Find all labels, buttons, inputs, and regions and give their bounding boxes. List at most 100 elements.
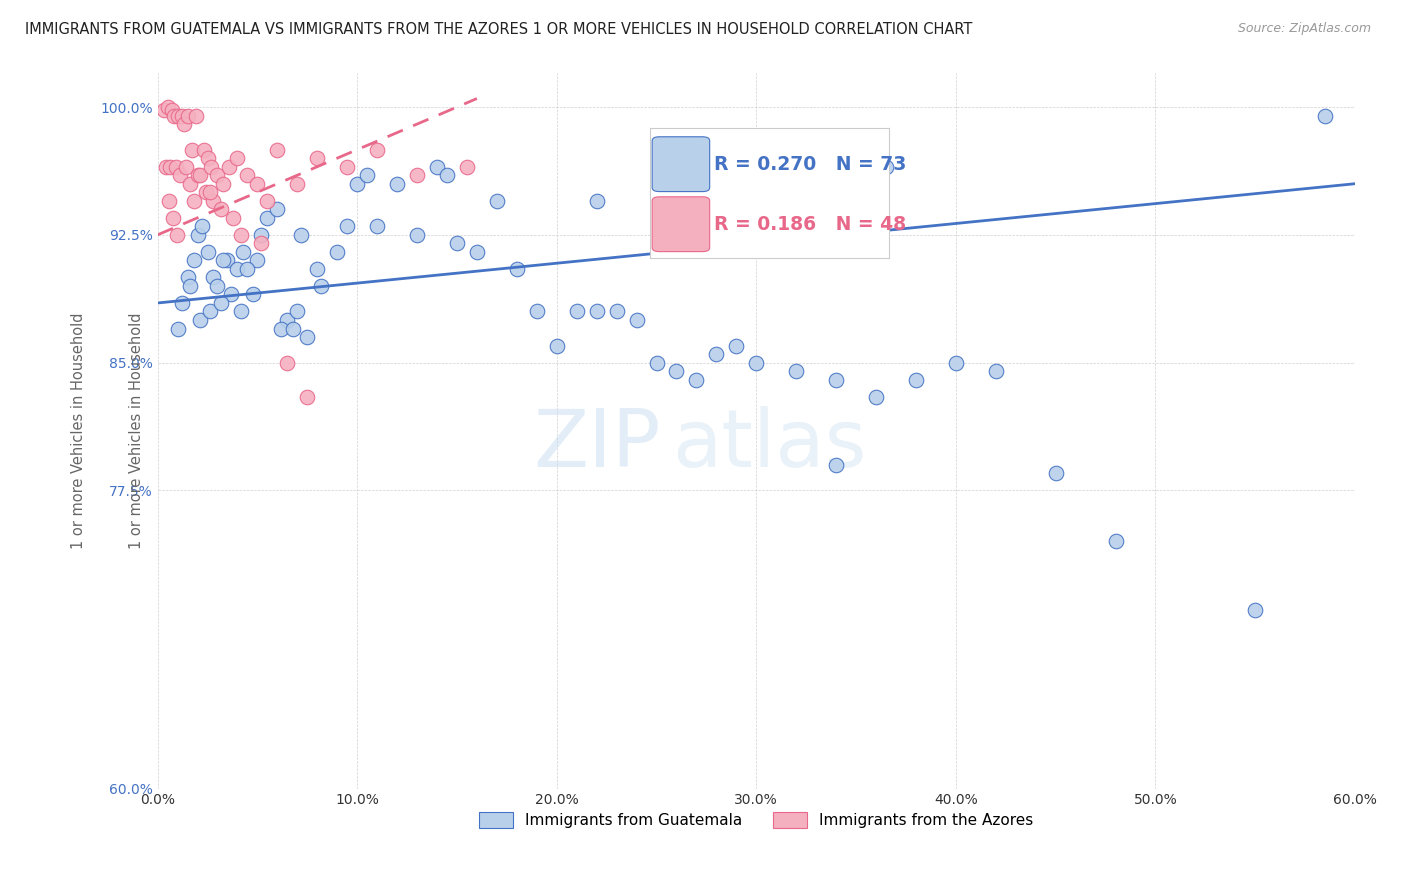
- Point: [865, 390, 887, 404]
- Point: [297, 390, 319, 404]
- Point: [1045, 467, 1067, 481]
- FancyBboxPatch shape: [652, 197, 710, 252]
- Point: [283, 321, 305, 335]
- Point: [152, 103, 174, 118]
- Point: [197, 244, 219, 259]
- Point: [606, 304, 628, 318]
- Point: [165, 160, 187, 174]
- Point: [202, 194, 225, 208]
- Point: [226, 261, 249, 276]
- Point: [236, 261, 259, 276]
- Point: [170, 296, 193, 310]
- Point: [685, 373, 707, 387]
- Point: [231, 227, 253, 242]
- Y-axis label: 1 or more Vehicles in Household: 1 or more Vehicles in Household: [72, 312, 86, 549]
- Point: [236, 168, 259, 182]
- Point: [157, 194, 180, 208]
- Point: [179, 177, 201, 191]
- Point: [190, 219, 212, 234]
- Point: [565, 304, 588, 318]
- Point: [166, 109, 188, 123]
- Point: [246, 253, 269, 268]
- Point: [645, 356, 668, 370]
- Point: [755, 160, 778, 174]
- Point: [222, 211, 245, 225]
- Point: [218, 160, 240, 174]
- Point: [366, 219, 388, 234]
- Point: [485, 194, 508, 208]
- Point: [526, 304, 548, 318]
- Point: [250, 227, 273, 242]
- Point: [825, 458, 848, 472]
- Point: [155, 160, 177, 174]
- Point: [198, 304, 221, 318]
- Point: [465, 244, 488, 259]
- Point: [356, 168, 378, 182]
- Point: [256, 211, 278, 225]
- Point: [436, 168, 458, 182]
- Point: [276, 356, 298, 370]
- Point: [270, 321, 292, 335]
- Point: [184, 109, 207, 123]
- Legend: Immigrants from Guatemala, Immigrants from the Azores: Immigrants from Guatemala, Immigrants fr…: [474, 806, 1039, 835]
- Text: R = 0.186   N = 48: R = 0.186 N = 48: [714, 215, 907, 234]
- Point: [174, 160, 197, 174]
- Point: [183, 194, 205, 208]
- Point: [266, 143, 288, 157]
- Point: [156, 100, 179, 114]
- Point: [207, 279, 229, 293]
- Text: atlas: atlas: [672, 406, 868, 484]
- Point: [1244, 602, 1267, 616]
- Point: [626, 313, 648, 327]
- Point: [346, 177, 368, 191]
- Point: [176, 109, 198, 123]
- Point: [706, 347, 728, 361]
- Point: [266, 202, 288, 217]
- Point: [162, 211, 184, 225]
- Point: [725, 338, 748, 352]
- Point: [188, 313, 211, 327]
- Point: [385, 177, 408, 191]
- Point: [745, 356, 768, 370]
- Point: [179, 279, 201, 293]
- Point: [173, 117, 195, 131]
- Point: [170, 109, 193, 123]
- Text: R = 0.270   N = 73: R = 0.270 N = 73: [714, 154, 907, 174]
- Point: [176, 270, 198, 285]
- Point: [186, 168, 208, 182]
- Point: [188, 168, 211, 182]
- Point: [825, 373, 848, 387]
- Point: [207, 168, 229, 182]
- Point: [180, 143, 202, 157]
- Point: [169, 168, 191, 182]
- Point: [945, 356, 967, 370]
- Point: [546, 338, 568, 352]
- Text: Source: ZipAtlas.com: Source: ZipAtlas.com: [1237, 22, 1371, 36]
- Point: [307, 261, 329, 276]
- Point: [326, 244, 349, 259]
- Point: [217, 253, 239, 268]
- Point: [256, 194, 278, 208]
- Point: [904, 373, 927, 387]
- Point: [198, 186, 221, 200]
- Point: [166, 227, 188, 242]
- Point: [290, 227, 312, 242]
- Point: [212, 253, 235, 268]
- Point: [242, 287, 264, 301]
- Point: [336, 160, 359, 174]
- Point: [183, 253, 205, 268]
- Point: [1313, 109, 1336, 123]
- Point: [984, 364, 1007, 378]
- Point: [336, 219, 359, 234]
- Point: [875, 160, 897, 174]
- Point: [426, 160, 449, 174]
- Point: [232, 244, 254, 259]
- Point: [193, 143, 215, 157]
- Point: [194, 186, 217, 200]
- Point: [406, 227, 429, 242]
- Point: [197, 151, 219, 165]
- Point: [166, 321, 188, 335]
- Point: [221, 287, 243, 301]
- Point: [186, 227, 208, 242]
- Point: [246, 177, 269, 191]
